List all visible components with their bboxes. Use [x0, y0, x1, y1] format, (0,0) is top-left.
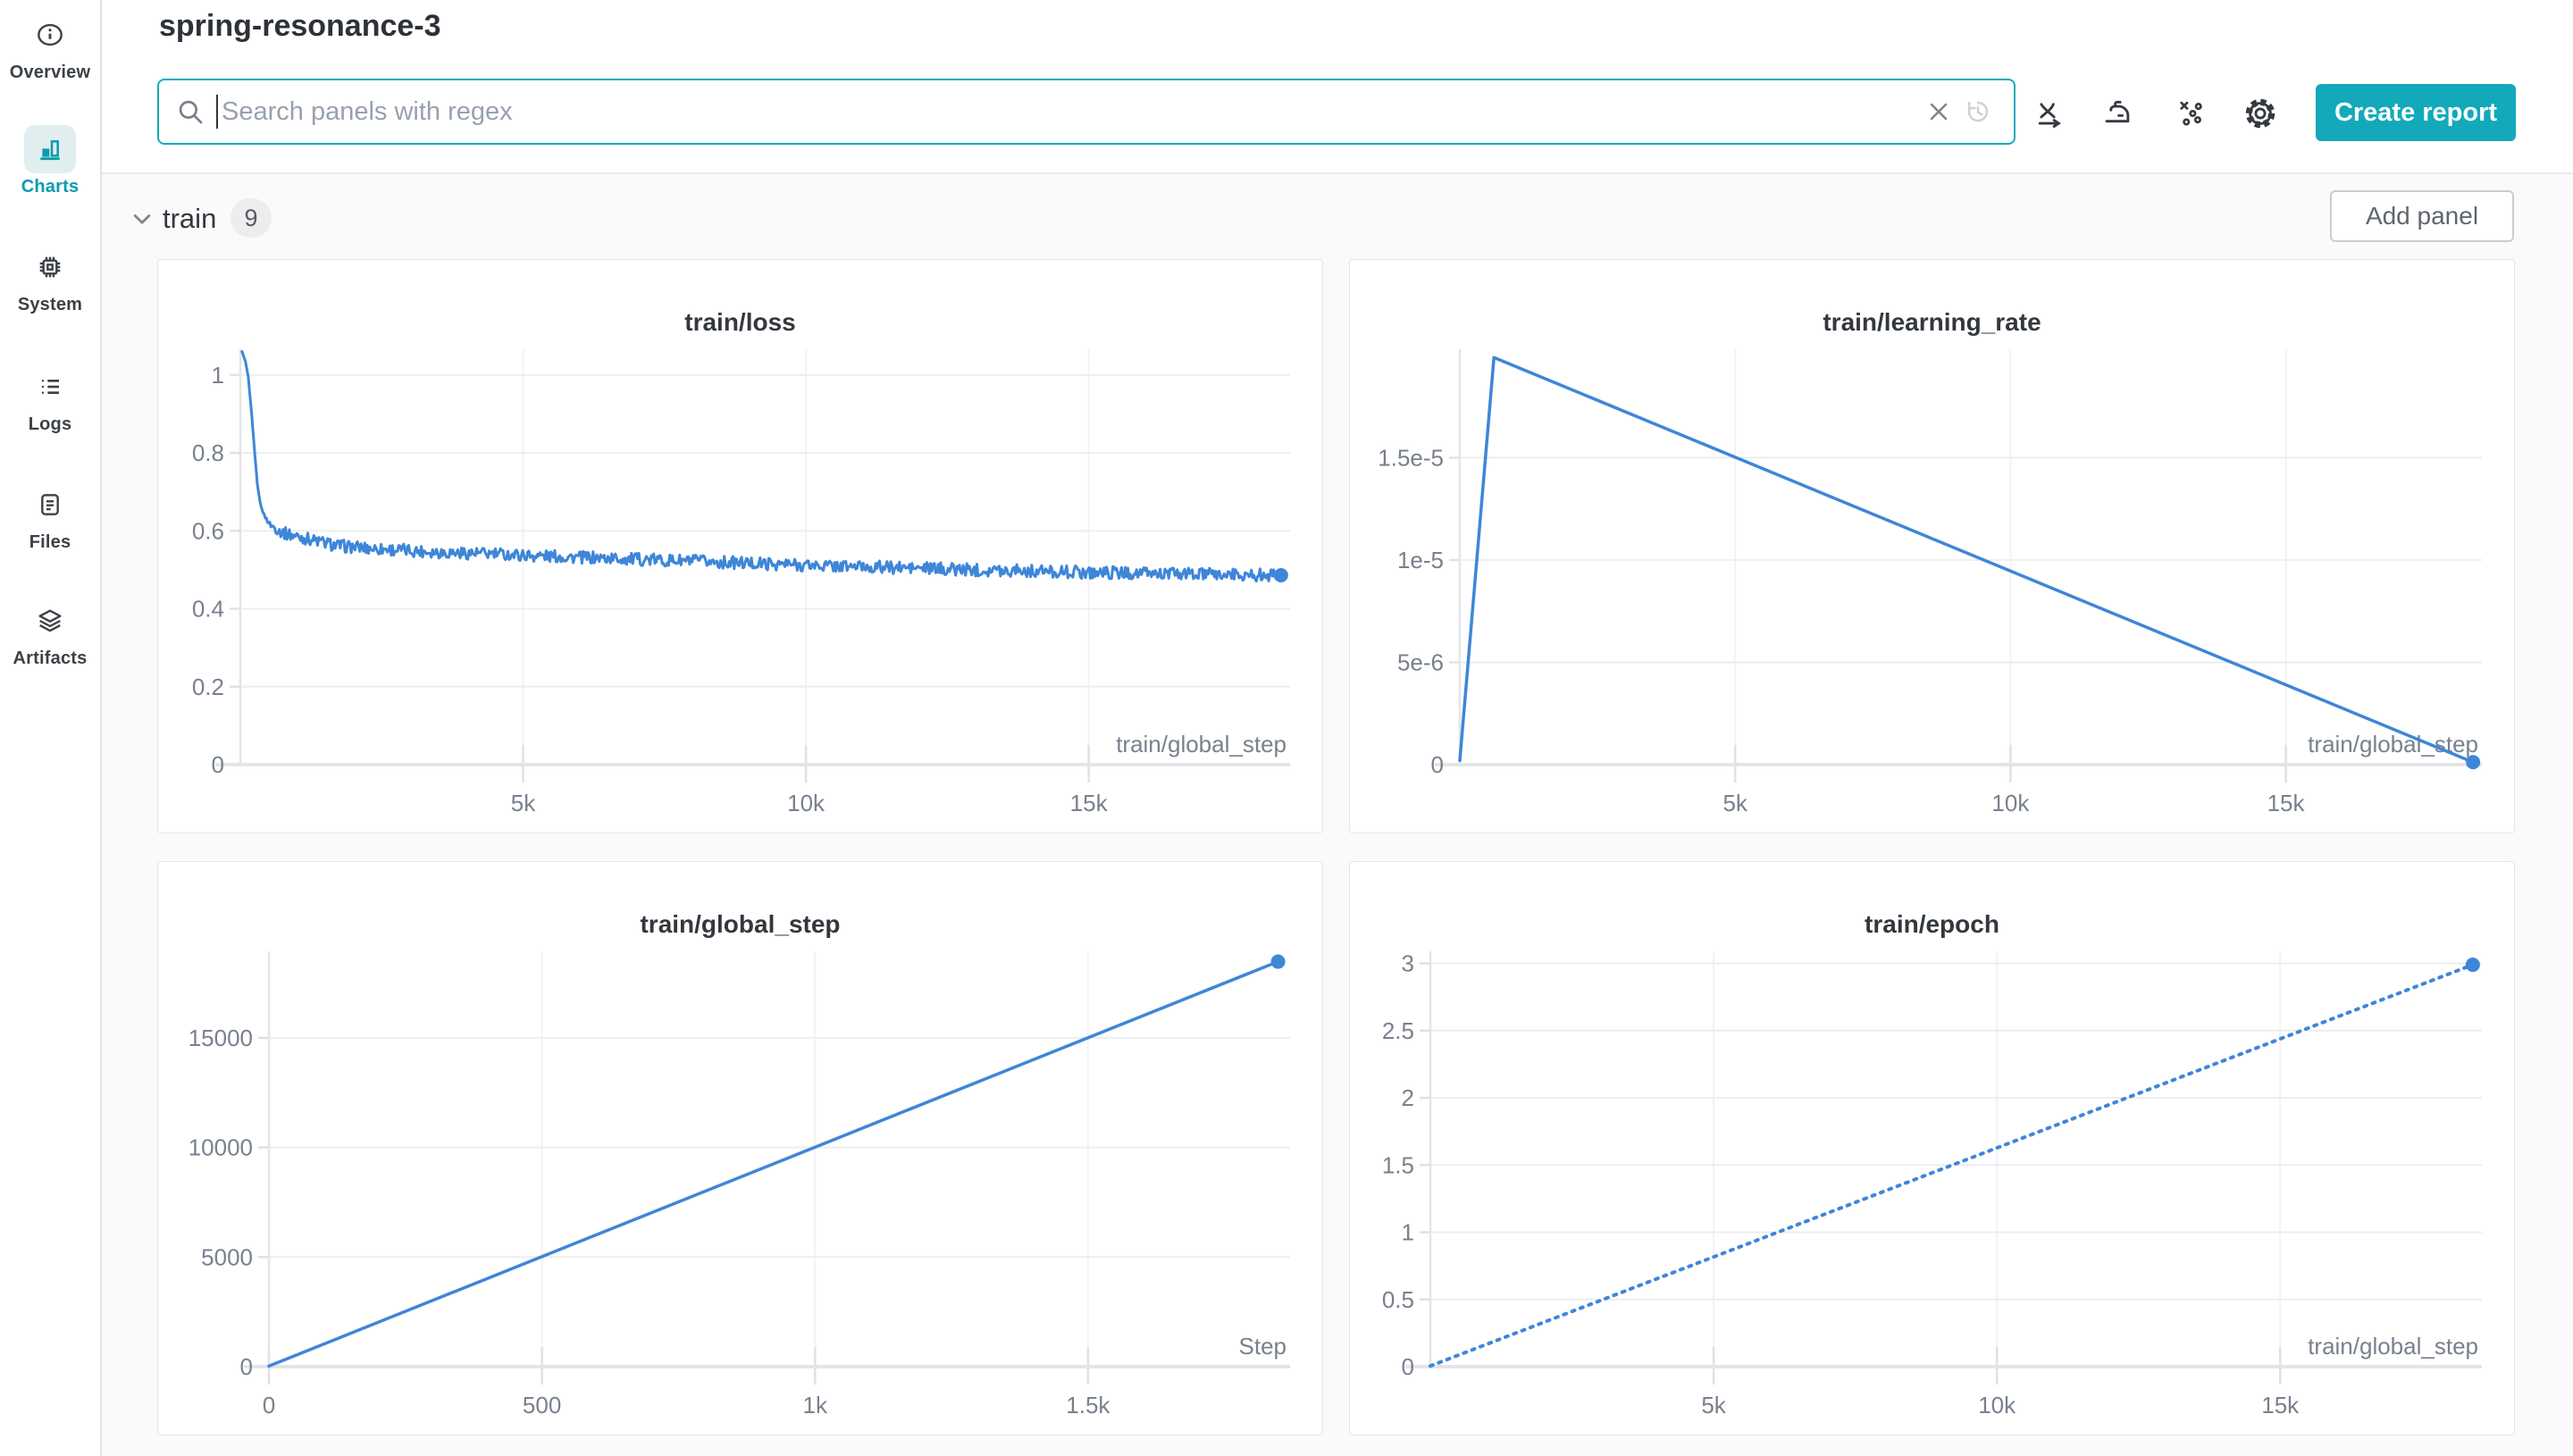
bar-chart-icon: [24, 125, 76, 173]
svg-text:Step: Step: [1239, 1333, 1287, 1360]
svg-text:0.4: 0.4: [192, 596, 224, 623]
sidebar-item-logs[interactable]: Logs: [0, 363, 100, 435]
line-chart: 5k 10k 15k 0 5e-6 1e-5 1.5e-5 train/global_step: [1350, 260, 2516, 834]
line-chart: 5k 10k 15k 0 0.5 1 1.5 2 2.5 3 train/global_step: [1350, 862, 2516, 1436]
svg-text:10k: 10k: [787, 790, 826, 816]
sidebar: Overview Charts System Logs Files Artifa…: [0, 0, 102, 1456]
svg-text:15k: 15k: [1070, 790, 1109, 816]
sidebar-item-label: Files: [29, 532, 71, 552]
chart-title: train/epoch: [1865, 910, 1999, 938]
sidebar-item-artifacts[interactable]: Artifacts: [0, 597, 100, 669]
svg-text:10000: 10000: [189, 1134, 253, 1161]
svg-text:0: 0: [240, 1353, 253, 1380]
sidebar-item-files[interactable]: Files: [0, 481, 100, 553]
svg-text:10k: 10k: [1991, 790, 2030, 816]
svg-text:500: 500: [523, 1392, 561, 1418]
outliers-icon[interactable]: [2169, 92, 2212, 135]
x-axis-settings-icon[interactable]: [2026, 92, 2069, 135]
svg-text:1: 1: [1402, 1219, 1414, 1246]
sidebar-item-system[interactable]: System: [0, 243, 100, 315]
svg-text:1.5e-5: 1.5e-5: [1378, 444, 1444, 471]
layers-icon: [24, 597, 76, 645]
chart-title: train/global_step: [640, 910, 841, 938]
add-panel-button[interactable]: Add panel: [2330, 190, 2514, 242]
svg-text:2: 2: [1402, 1084, 1414, 1111]
svg-text:0.8: 0.8: [192, 439, 224, 466]
sidebar-item-overview[interactable]: Overview: [0, 11, 100, 83]
svg-text:10k: 10k: [1978, 1392, 2016, 1418]
header-divider: [102, 172, 2573, 174]
line-chart: 5k 10k 15k 0 0.2 0.4 0.6 0.8 1 train/global_step: [158, 260, 1324, 834]
svg-text:5k: 5k: [1701, 1392, 1726, 1418]
svg-text:5e-6: 5e-6: [1397, 649, 1444, 675]
sidebar-item-label: Logs: [28, 414, 72, 434]
chart-panel-train-global-step[interactable]: train/global_step 0 500 1k 1.5k 0 5000 10000 15…: [157, 861, 1323, 1435]
svg-text:15k: 15k: [2267, 790, 2306, 816]
sidebar-item-label: System: [17, 295, 83, 314]
svg-text:2.5: 2.5: [1382, 1017, 1414, 1044]
settings-gear-icon[interactable]: [2239, 92, 2282, 135]
svg-text:15000: 15000: [189, 1025, 253, 1051]
text-caret: [216, 95, 218, 129]
document-icon: [24, 481, 76, 529]
list-icon: [24, 363, 76, 411]
svg-text:3: 3: [1402, 950, 1414, 977]
svg-text:0.5: 0.5: [1382, 1286, 1414, 1313]
sidebar-item-label: Artifacts: [13, 649, 88, 668]
chip-icon: [24, 243, 76, 291]
line-chart: 0 500 1k 1.5k 0 5000 10000 15000 Step: [158, 862, 1324, 1436]
svg-text:0: 0: [1431, 751, 1444, 778]
sidebar-item-label: Charts: [21, 177, 80, 197]
svg-text:0.6: 0.6: [192, 517, 224, 544]
svg-text:train/global_step: train/global_step: [2308, 1333, 2478, 1360]
clear-icon[interactable]: [1919, 92, 1958, 131]
svg-text:15k: 15k: [2261, 1392, 2300, 1418]
chart-panel-train-learning-rate[interactable]: train/learning_rate 5k 10k 15k 0 5e-6 1e-5 1.5…: [1349, 259, 2515, 833]
search-icon: [179, 100, 203, 124]
svg-text:train/global_step: train/global_step: [1116, 731, 1286, 757]
create-report-button[interactable]: Create report: [2316, 84, 2516, 141]
chart-panel-train-loss[interactable]: train/loss 5k 10k 15k 0 0.2 0.4 0.6 0.8 1 train/g…: [157, 259, 1323, 833]
svg-text:0: 0: [1402, 1353, 1414, 1380]
svg-text:5k: 5k: [1722, 790, 1747, 816]
svg-text:1k: 1k: [802, 1392, 827, 1418]
history-icon[interactable]: [1958, 92, 1998, 131]
svg-text:1.5k: 1.5k: [1066, 1392, 1110, 1418]
chevron-down-icon[interactable]: [127, 204, 157, 234]
info-icon: [24, 11, 76, 59]
svg-text:1.5: 1.5: [1382, 1151, 1414, 1178]
svg-text:5000: 5000: [201, 1243, 253, 1270]
run-title: spring-resonance-3: [159, 9, 441, 43]
chart-panel-train-epoch[interactable]: train/epoch 5k 10k 15k 0 0.5 1 1.5 2 2.5 3 train/g…: [1349, 861, 2515, 1435]
section-name[interactable]: train: [163, 203, 217, 234]
svg-text:1e-5: 1e-5: [1397, 547, 1444, 573]
svg-text:0.2: 0.2: [192, 674, 224, 700]
svg-text:5k: 5k: [511, 790, 536, 816]
sidebar-item-label: Overview: [9, 63, 91, 82]
chart-title: train/learning_rate: [1823, 308, 2041, 336]
search-input[interactable]: [222, 96, 1919, 127]
panel-count-badge: 9: [230, 198, 272, 238]
sidebar-item-charts[interactable]: Charts: [0, 125, 100, 197]
svg-text:0: 0: [212, 751, 224, 778]
smoothing-icon[interactable]: [2096, 92, 2139, 135]
chart-title: train/loss: [684, 308, 796, 336]
svg-text:1: 1: [212, 362, 224, 389]
search-box: [157, 79, 2016, 145]
svg-text:0: 0: [263, 1392, 275, 1418]
